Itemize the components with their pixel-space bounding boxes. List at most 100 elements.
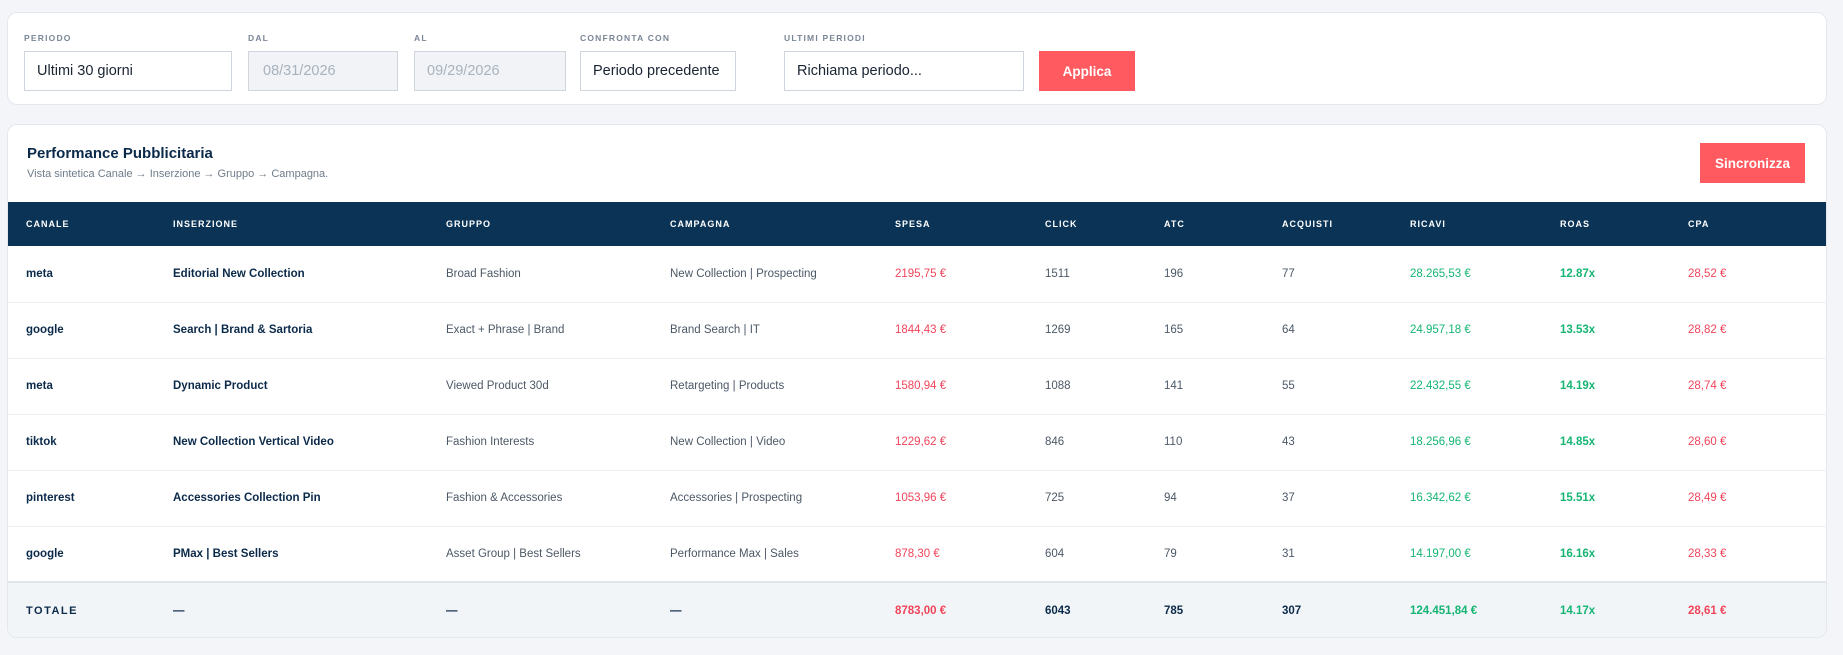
cell-atc: 110 (1164, 436, 1183, 448)
cell-campagna: New Collection | Video (670, 436, 786, 448)
cell-gruppo: Viewed Product 30d (446, 380, 549, 392)
cell-atc: 196 (1164, 267, 1184, 280)
cell-acquisti: 31 (1282, 547, 1295, 560)
cell-cpa: 28,49 € (1688, 492, 1727, 504)
col-acquisti[interactable]: ACQUISTI (1282, 219, 1334, 229)
cell-ricavi: 16.342,62 € (1410, 492, 1471, 504)
cell-atc: 79 (1164, 547, 1177, 560)
al-label: AL (414, 33, 428, 43)
totals-acquisti: 307 (1282, 605, 1302, 617)
cell-spesa: 1844,43 € (895, 324, 947, 336)
table-row[interactable]: meta Editorial New Collection Broad Fash… (8, 246, 1826, 302)
col-canale[interactable]: CANALE (26, 219, 70, 229)
col-roas[interactable]: ROAS (1560, 219, 1591, 229)
cell-click: 846 (1045, 436, 1065, 448)
cell-acquisti: 55 (1282, 380, 1295, 392)
totals-inserzione: — (173, 605, 185, 617)
performance-table: CANALE INSERZIONE GRUPPO CAMPAGNA SPESA … (8, 202, 1826, 637)
totals-cpa: 28,61 € (1688, 605, 1727, 617)
col-click[interactable]: CLICK (1045, 219, 1078, 229)
confronta-select[interactable]: Periodo precedente (580, 51, 736, 91)
cell-ricavi: 22.432,55 € (1410, 380, 1471, 392)
cell-canale: meta (26, 380, 53, 392)
cell-cpa: 28,74 € (1688, 380, 1727, 392)
cell-acquisti: 64 (1282, 324, 1295, 336)
table-row[interactable]: tiktok New Collection Vertical Video Fas… (8, 414, 1826, 470)
cell-inserzione: Search | Brand & Sartoria (173, 324, 313, 336)
cell-canale: google (26, 324, 64, 336)
totals-label: TOTALE (26, 605, 78, 617)
periodo-select[interactable]: Ultimi 30 giorni (24, 51, 232, 91)
table-header-row: CANALE INSERZIONE GRUPPO CAMPAGNA SPESA … (8, 202, 1826, 246)
cell-click: 604 (1045, 547, 1065, 560)
cell-canale: pinterest (26, 492, 75, 504)
cell-canale: tiktok (26, 436, 57, 448)
col-spesa[interactable]: SPESA (895, 219, 931, 229)
col-gruppo[interactable]: GRUPPO (446, 219, 492, 229)
cell-roas: 14.85x (1560, 436, 1596, 448)
ultimi-label: ULTIMI PERIODI (784, 33, 866, 43)
totals-row: TOTALE — — — 8783,00 € 6043 785 307 124.… (8, 582, 1826, 637)
cell-click: 1269 (1045, 324, 1071, 336)
performance-title: Performance Pubblicitaria (27, 145, 213, 162)
cell-gruppo: Asset Group | Best Sellers (446, 547, 581, 560)
col-atc[interactable]: ATC (1164, 219, 1185, 229)
cell-click: 1511 (1045, 267, 1070, 280)
cell-roas: 16.16x (1560, 547, 1596, 560)
cell-canale: google (26, 547, 64, 560)
dal-label: DAL (248, 33, 270, 43)
cell-cpa: 28,82 € (1688, 324, 1727, 336)
cell-atc: 141 (1164, 380, 1184, 392)
cell-gruppo: Fashion Interests (446, 436, 535, 448)
table-row[interactable]: google Search | Brand & Sartoria Exact +… (8, 302, 1826, 358)
cell-inserzione: New Collection Vertical Video (173, 436, 334, 448)
cell-acquisti: 77 (1282, 267, 1295, 280)
cell-cpa: 28,33 € (1688, 547, 1727, 560)
performance-subtitle: Vista sintetica Canale → Inserzione → Gr… (27, 168, 329, 180)
performance-card: Performance Pubblicitaria Vista sintetic… (7, 124, 1827, 638)
cell-inserzione: Editorial New Collection (173, 267, 305, 280)
cell-click: 725 (1045, 492, 1065, 504)
cell-gruppo: Fashion & Accessories (446, 492, 563, 504)
cell-cpa: 28,52 € (1688, 267, 1727, 280)
cell-campagna: New Collection | Prospecting (670, 267, 817, 280)
table-row[interactable]: meta Dynamic Product Viewed Product 30d … (8, 358, 1826, 414)
cell-click: 1088 (1045, 380, 1071, 392)
col-inserzione[interactable]: INSERZIONE (173, 219, 239, 229)
totals-click: 6043 (1045, 605, 1071, 617)
cell-ricavi: 28.265,53 € (1410, 267, 1471, 280)
cell-ricavi: 18.256,96 € (1410, 436, 1471, 448)
table-row[interactable]: pinterest Accessories Collection Pin Fas… (8, 470, 1826, 526)
ultimi-select[interactable]: Richiama periodo... (784, 51, 1024, 91)
cell-roas: 13.53x (1560, 324, 1596, 336)
cell-ricavi: 14.197,00 € (1410, 547, 1471, 560)
totals-roas: 14.17x (1560, 605, 1596, 617)
al-date-input[interactable]: 09/29/2026 (414, 51, 566, 91)
cell-roas: 12.87x (1560, 267, 1596, 280)
cell-acquisti: 43 (1282, 436, 1295, 448)
col-ricavi[interactable]: RICAVI (1410, 219, 1446, 229)
cell-campagna: Brand Search | IT (670, 324, 760, 336)
cell-inserzione: Dynamic Product (173, 380, 268, 392)
sync-button[interactable]: Sincronizza (1700, 143, 1805, 183)
cell-acquisti: 37 (1282, 492, 1295, 504)
dal-date-input[interactable]: 08/31/2026 (248, 51, 398, 91)
confronta-label: CONFRONTA CON (580, 33, 671, 43)
cell-inserzione: PMax | Best Sellers (173, 547, 279, 560)
cell-inserzione: Accessories Collection Pin (173, 492, 321, 504)
totals-gruppo: — (446, 605, 458, 617)
table-row[interactable]: google PMax | Best Sellers Asset Group |… (8, 526, 1826, 582)
cell-spesa: 1580,94 € (895, 380, 947, 392)
cell-ricavi: 24.957,18 € (1410, 324, 1471, 336)
cell-atc: 165 (1164, 324, 1184, 336)
totals-atc: 785 (1164, 605, 1184, 617)
col-campagna[interactable]: CAMPAGNA (670, 219, 731, 229)
cell-campagna: Accessories | Prospecting (670, 492, 803, 504)
cell-campagna: Performance Max | Sales (670, 547, 799, 560)
cell-roas: 14.19x (1560, 380, 1596, 392)
filter-bar: PERIODO Ultimi 30 giorni DAL 08/31/2026 … (7, 12, 1827, 105)
cell-spesa: 2195,75 € (895, 267, 947, 280)
apply-button[interactable]: Applica (1039, 51, 1135, 91)
col-cpa[interactable]: CPA (1688, 219, 1710, 229)
periodo-label: PERIODO (24, 33, 72, 43)
